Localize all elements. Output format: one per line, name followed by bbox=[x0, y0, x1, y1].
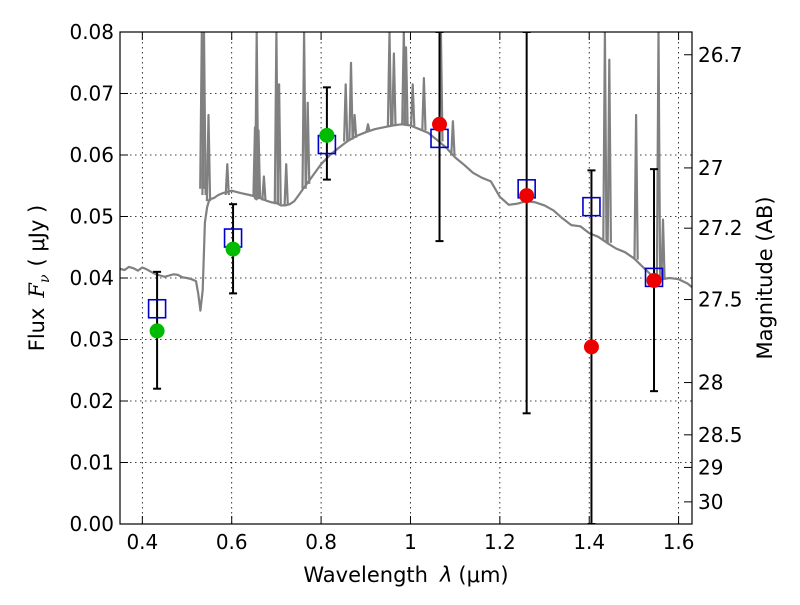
y-tick-label: 0.01 bbox=[69, 451, 114, 475]
y-tick-label: 0.06 bbox=[69, 143, 114, 167]
emission-line bbox=[283, 163, 289, 206]
observed-photometry-markers bbox=[149, 116, 662, 355]
y-tick-label: 0.00 bbox=[69, 512, 114, 536]
emission-line bbox=[633, 113, 639, 260]
y-tick-label: 0.08 bbox=[69, 20, 114, 44]
data-point bbox=[225, 241, 241, 257]
x-tick-label: 0.4 bbox=[126, 530, 158, 554]
magnitude-tick-label: 28 bbox=[698, 371, 723, 395]
y-tick-label: 0.03 bbox=[69, 328, 114, 352]
emission-line bbox=[410, 83, 416, 127]
emission-line bbox=[276, 83, 282, 205]
data-point bbox=[646, 272, 662, 288]
emission-line bbox=[421, 77, 427, 131]
x-tick-label: 1.2 bbox=[484, 530, 516, 554]
axis-ticks bbox=[120, 31, 692, 525]
data-point bbox=[149, 323, 165, 339]
data-point bbox=[319, 127, 335, 143]
x-tick-label: 1.6 bbox=[663, 530, 695, 554]
emission-line bbox=[255, 129, 262, 199]
data-point bbox=[432, 116, 448, 132]
x-axis-title: Wavelength λ (μm) bbox=[303, 563, 508, 587]
emission-line bbox=[224, 163, 230, 196]
model-photometry-markers bbox=[147, 128, 664, 319]
magnitude-tick-label: 26.7 bbox=[698, 43, 743, 67]
emission-line bbox=[301, 32, 307, 189]
magnitude-tick-label: 29 bbox=[698, 455, 723, 479]
magnitude-tick-label: 28.5 bbox=[698, 423, 743, 447]
magnitude-tick-label: 27.2 bbox=[698, 216, 743, 240]
y-axis-title: FluxFν( μJy ) bbox=[25, 205, 53, 351]
emission-line bbox=[348, 61, 354, 140]
data-point bbox=[583, 339, 599, 355]
emission-line bbox=[655, 32, 662, 279]
emission-line bbox=[450, 120, 456, 156]
plot-area bbox=[120, 32, 692, 524]
y-tick-label: 0.02 bbox=[69, 389, 114, 413]
grid-lines bbox=[120, 32, 692, 524]
emission-line bbox=[391, 52, 397, 126]
x-tick-labels: 0.4 0.6 0.8 1 1.2 1.4 1.6 bbox=[126, 530, 694, 554]
emission-line bbox=[261, 175, 267, 201]
x-tick-label: 1.4 bbox=[573, 530, 605, 554]
model-point bbox=[582, 196, 601, 217]
data-point bbox=[519, 188, 535, 204]
model-point bbox=[147, 298, 167, 319]
emission-line bbox=[305, 101, 311, 184]
emission-line bbox=[602, 32, 608, 242]
emission-line bbox=[351, 113, 358, 138]
emission-line bbox=[386, 32, 393, 127]
right-axis-title: Magnitude (AB) bbox=[753, 196, 777, 359]
magnitude-tick-label: 27 bbox=[698, 156, 723, 180]
emission-line bbox=[403, 46, 409, 125]
x-tick-label: 1 bbox=[404, 530, 417, 554]
y-tick-label: 0.04 bbox=[69, 266, 114, 290]
magnitude-tick-labels: 26.7 27 27.2 27.5 28 28.5 29 30 bbox=[698, 43, 743, 514]
x-tick-label: 0.6 bbox=[216, 530, 248, 554]
emission-line bbox=[660, 218, 666, 280]
emission-line bbox=[365, 123, 371, 132]
emission-line bbox=[606, 58, 612, 243]
x-tick-label: 0.8 bbox=[305, 530, 337, 554]
emission-line bbox=[205, 113, 212, 202]
emission-line bbox=[201, 32, 207, 196]
magnitude-tick-label: 30 bbox=[698, 490, 723, 514]
y-tick-labels: 0.00 0.01 0.02 0.03 0.04 0.05 0.06 0.07 0.08 bbox=[69, 20, 114, 536]
y-tick-label: 0.05 bbox=[69, 205, 114, 229]
magnitude-tick-label: 27.5 bbox=[698, 288, 743, 312]
model-sed-line bbox=[120, 123, 692, 312]
y-tick-label: 0.07 bbox=[69, 82, 114, 106]
emission-line bbox=[343, 83, 349, 142]
